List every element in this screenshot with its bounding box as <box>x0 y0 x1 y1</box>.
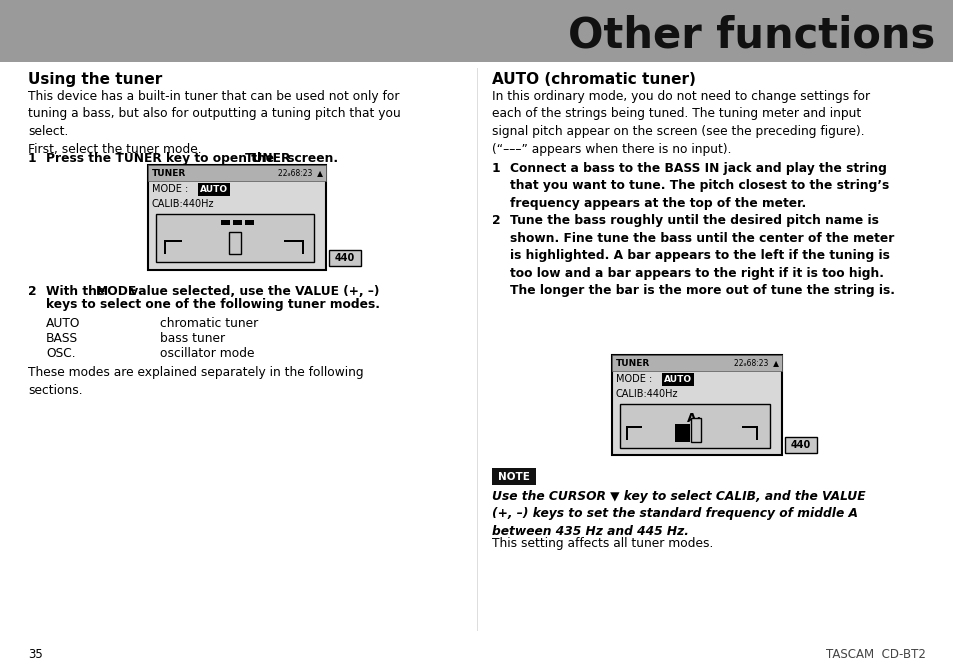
Text: 1: 1 <box>492 162 500 175</box>
Text: AUTO: AUTO <box>200 185 228 193</box>
Text: 2: 2 <box>492 214 500 227</box>
Bar <box>164 240 182 242</box>
Bar <box>625 426 641 428</box>
Bar <box>148 165 326 181</box>
Text: Other functions: Other functions <box>567 15 934 57</box>
Text: NOTE: NOTE <box>497 472 529 482</box>
Text: TASCAM  CD-BT2: TASCAM CD-BT2 <box>825 648 925 662</box>
Text: CALIB:440Hz: CALIB:440Hz <box>616 389 678 399</box>
Text: 22ₔ68:23  ▲: 22ₔ68:23 ▲ <box>733 358 779 368</box>
Text: 35: 35 <box>28 648 43 662</box>
Text: BASS: BASS <box>46 332 78 345</box>
Text: In this ordinary mode, you do not need to change settings for
each of the string: In this ordinary mode, you do not need t… <box>492 90 869 156</box>
Bar <box>284 240 302 242</box>
Bar <box>784 437 816 453</box>
Text: These modes are explained separately in the following
sections.: These modes are explained separately in … <box>28 366 363 397</box>
Text: TUNER: TUNER <box>616 358 650 368</box>
Bar <box>675 424 689 442</box>
Text: This setting affects all tuner modes.: This setting affects all tuner modes. <box>492 537 713 550</box>
Text: 440: 440 <box>335 253 355 263</box>
Text: AUTO (chromatic tuner): AUTO (chromatic tuner) <box>492 72 695 87</box>
Text: This device has a built-in tuner that can be used not only for
tuning a bass, bu: This device has a built-in tuner that ca… <box>28 90 400 156</box>
Text: With the: With the <box>46 285 110 298</box>
Text: A₄: A₄ <box>687 412 701 425</box>
Text: chromatic tuner: chromatic tuner <box>160 317 258 330</box>
Bar <box>221 220 230 225</box>
Bar <box>329 250 360 266</box>
Bar <box>148 165 326 270</box>
Text: TUNER: TUNER <box>152 168 186 178</box>
Bar <box>612 355 781 371</box>
Bar <box>690 418 700 442</box>
Text: Tune the bass roughly until the desired pitch name is
shown. Fine tune the bass : Tune the bass roughly until the desired … <box>510 214 894 297</box>
Bar <box>229 232 241 254</box>
Text: value selected, use the VALUE (+, –): value selected, use the VALUE (+, –) <box>126 285 379 298</box>
Bar <box>741 426 758 428</box>
Bar <box>164 240 166 254</box>
Text: screen.: screen. <box>283 152 337 165</box>
Text: bass tuner: bass tuner <box>160 332 225 345</box>
Bar <box>619 404 769 448</box>
Bar <box>233 220 242 225</box>
Text: MODE :: MODE : <box>616 374 652 384</box>
Text: 1: 1 <box>28 152 36 165</box>
Text: MODE :: MODE : <box>152 184 188 194</box>
Text: OSC.: OSC. <box>46 347 75 360</box>
Text: AUTO: AUTO <box>46 317 80 330</box>
Bar <box>492 468 536 485</box>
Text: TUNER: TUNER <box>245 152 291 165</box>
Text: AUTO: AUTO <box>663 374 691 384</box>
Bar <box>245 220 253 225</box>
Text: keys to select one of the following tuner modes.: keys to select one of the following tune… <box>46 298 379 311</box>
Bar <box>755 426 758 440</box>
Text: oscillator mode: oscillator mode <box>160 347 254 360</box>
Text: Press the TUNER key to open the: Press the TUNER key to open the <box>46 152 278 165</box>
Text: 22ₔ68:23  ▲: 22ₔ68:23 ▲ <box>277 168 323 178</box>
Bar <box>156 214 314 262</box>
Text: 2: 2 <box>28 285 36 298</box>
Bar <box>661 373 693 386</box>
Bar <box>302 240 304 254</box>
Text: Using the tuner: Using the tuner <box>28 72 162 87</box>
Text: Use the CURSOR ▼ key to select CALIB, and the VALUE
(+, –) keys to set the stand: Use the CURSOR ▼ key to select CALIB, an… <box>492 490 864 538</box>
Text: 440: 440 <box>790 440 810 450</box>
Text: MODE: MODE <box>96 285 137 298</box>
Bar <box>0 0 953 62</box>
Text: CALIB:440Hz: CALIB:440Hz <box>152 199 214 209</box>
Text: Connect a bass to the BASS IN jack and play the string
that you want to tune. Th: Connect a bass to the BASS IN jack and p… <box>510 162 888 210</box>
Bar <box>198 183 230 196</box>
Bar <box>625 426 627 440</box>
Bar <box>612 355 781 455</box>
